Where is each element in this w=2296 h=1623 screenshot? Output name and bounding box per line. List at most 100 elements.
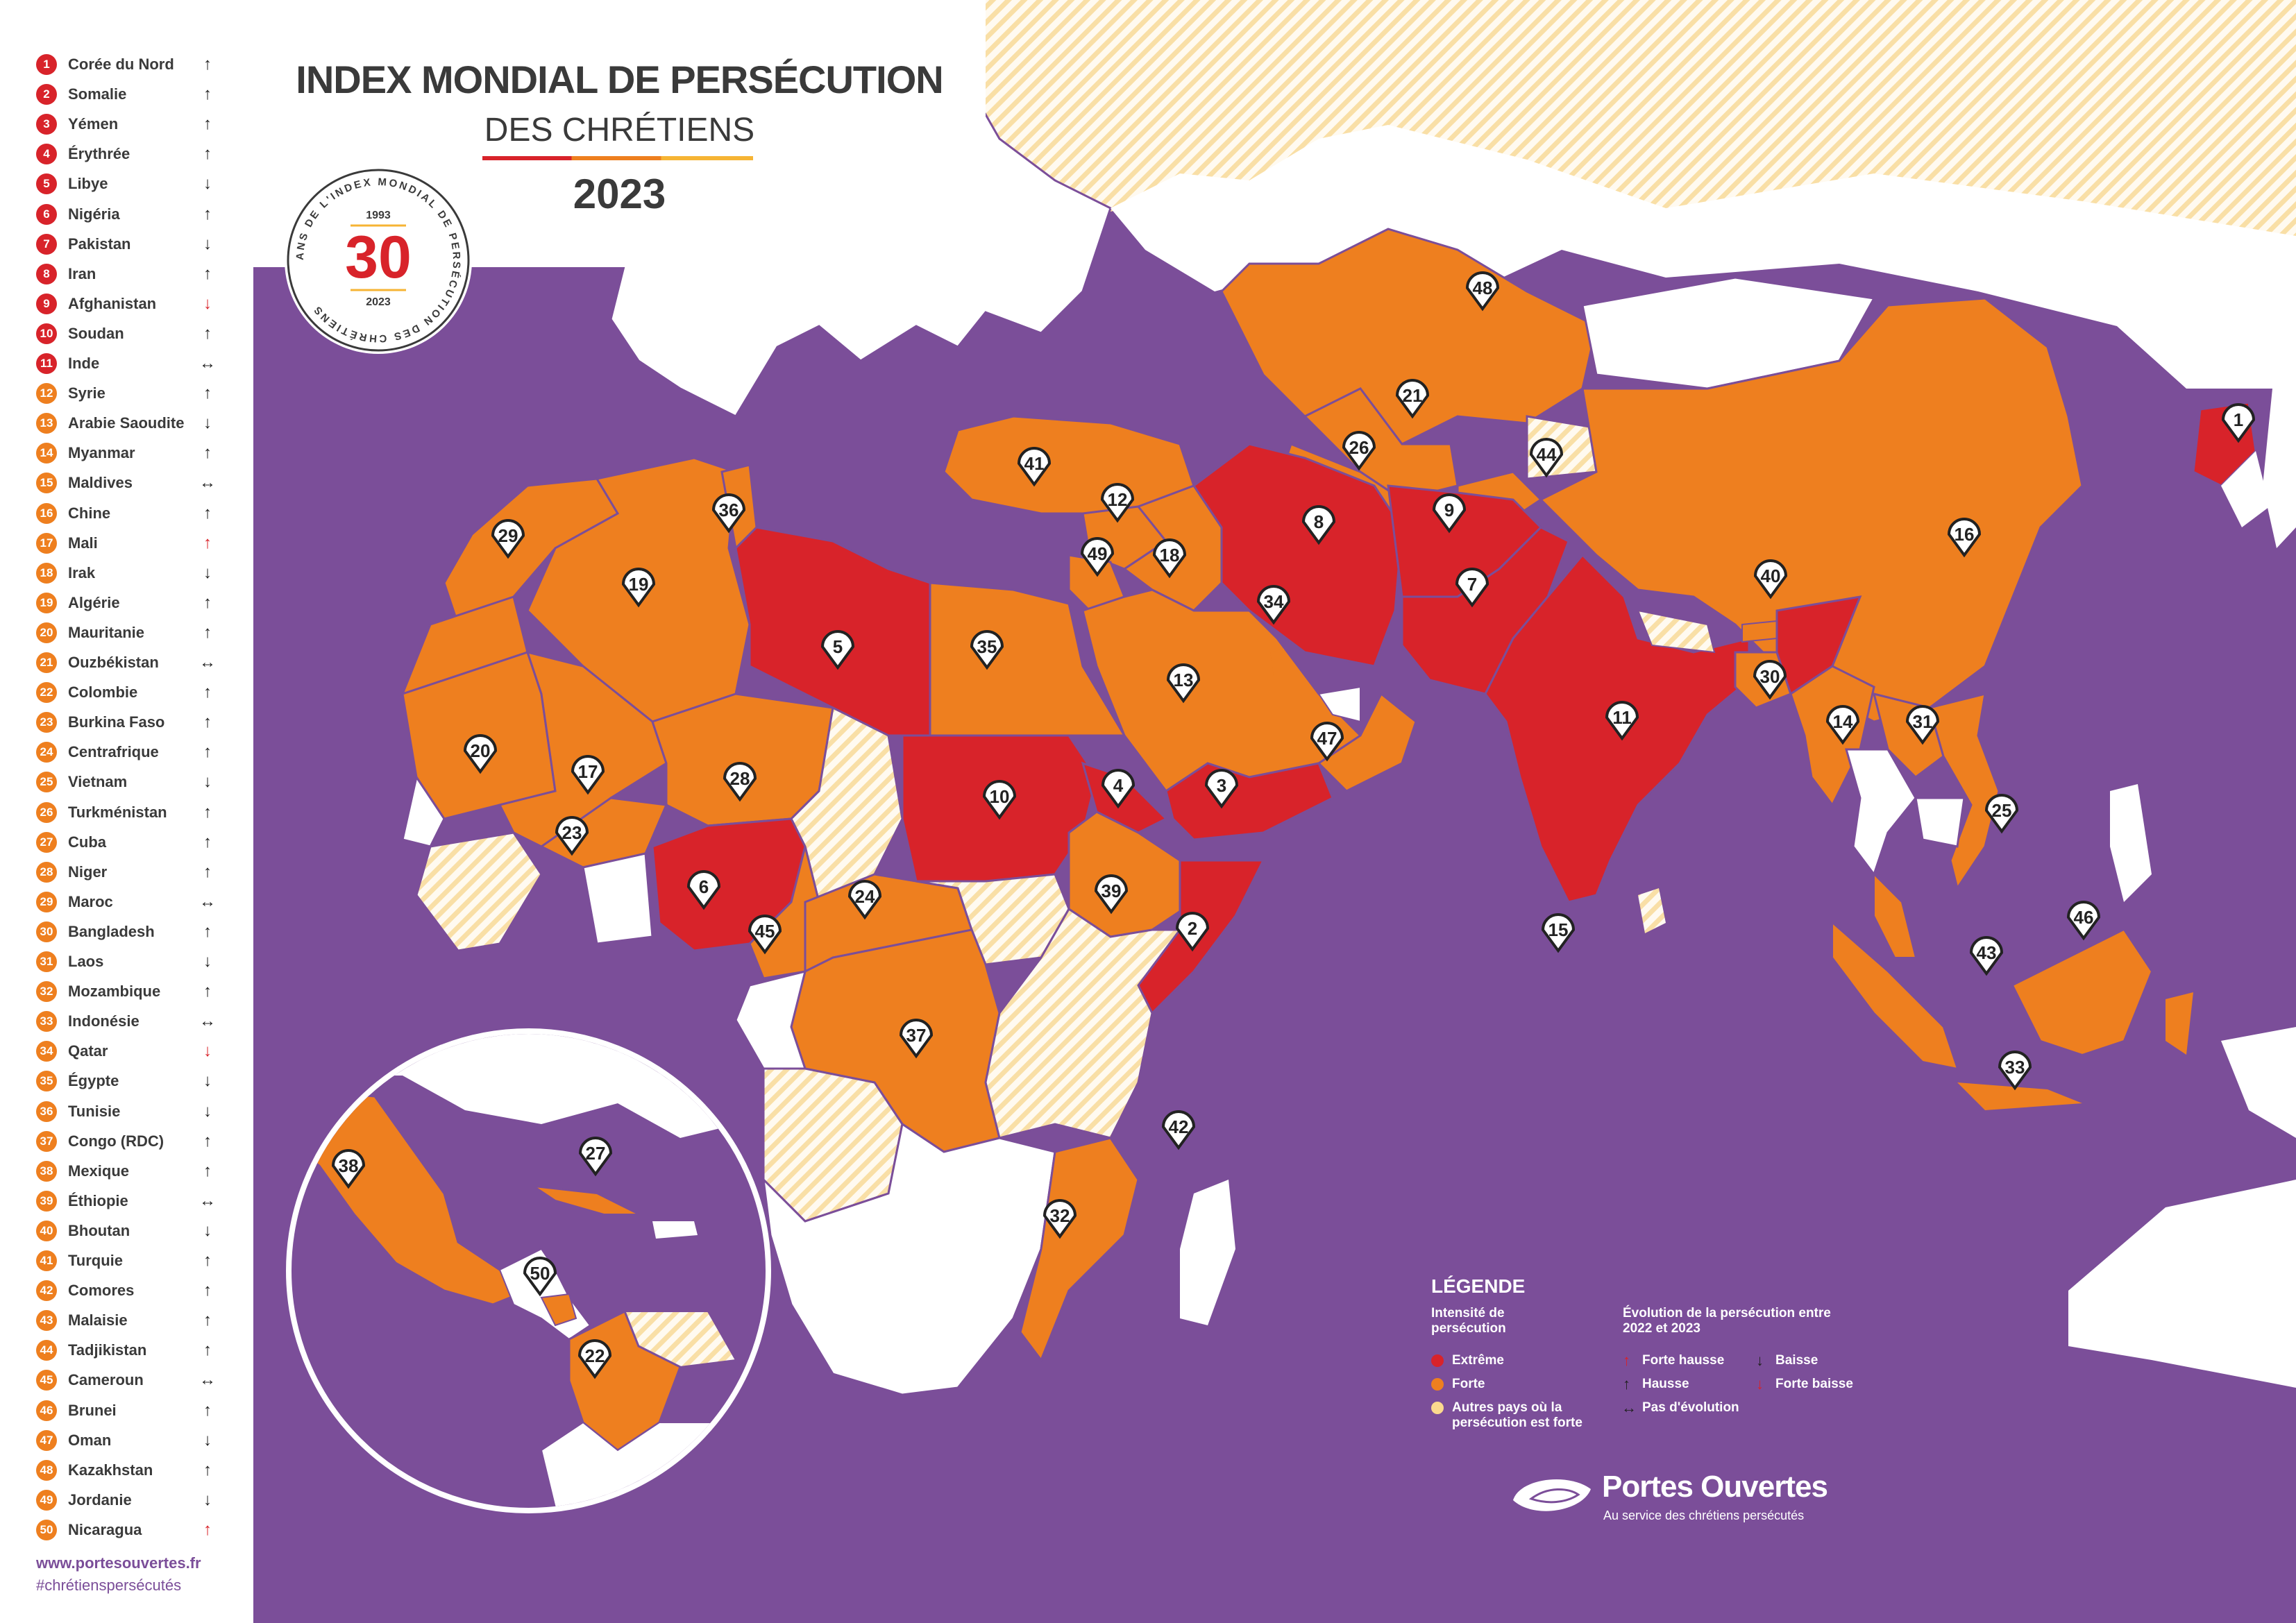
- rank-country-name: Afghanistan: [68, 294, 157, 312]
- rank-number-badge: 35: [36, 1071, 57, 1092]
- rank-country-name: Qatar: [68, 1042, 108, 1060]
- pin-5[interactable]: 5: [820, 630, 855, 670]
- east-africa: [984, 907, 1182, 1139]
- rank-country-name: Tadjikistan: [68, 1341, 147, 1359]
- pin-4[interactable]: 4: [1101, 769, 1136, 809]
- pin-43[interactable]: 43: [1969, 936, 2004, 976]
- pin-31[interactable]: 31: [1905, 705, 1940, 745]
- legend-stable: Pas d'évolution: [1642, 1400, 1739, 1415]
- rank-country-name: Mexique: [68, 1162, 130, 1180]
- ranking-row: 13 Arabie Saoudite ↓: [36, 410, 223, 438]
- pin-35[interactable]: 35: [970, 630, 1004, 670]
- rank-number-badge: 50: [36, 1519, 57, 1540]
- rank-country-name: Turkménistan: [68, 803, 167, 821]
- pin-9[interactable]: 9: [1432, 493, 1467, 534]
- ranking-row: 19 Algérie ↑: [36, 590, 223, 618]
- pin-32[interactable]: 32: [1043, 1199, 1077, 1239]
- pin-3[interactable]: 3: [1204, 769, 1239, 809]
- svg-text:3: 3: [1217, 775, 1226, 796]
- svg-text:19: 19: [629, 574, 649, 595]
- pin-14[interactable]: 14: [1825, 705, 1860, 745]
- pin-8[interactable]: 8: [1301, 505, 1336, 545]
- svg-text:34: 34: [1264, 591, 1284, 612]
- rank-country-name: Niger: [68, 863, 108, 881]
- pin-6[interactable]: 6: [686, 870, 721, 910]
- pin-40[interactable]: 40: [1753, 559, 1788, 600]
- svg-text:23: 23: [562, 822, 582, 843]
- rank-country-name: Myanmar: [68, 444, 135, 462]
- pin-11[interactable]: 11: [1605, 701, 1639, 741]
- pin-44[interactable]: 44: [1529, 438, 1564, 478]
- trend-up-icon: ↑: [203, 264, 212, 283]
- pin-34[interactable]: 34: [1256, 585, 1291, 625]
- pin-27[interactable]: 27: [578, 1137, 613, 1177]
- pin-28[interactable]: 28: [723, 762, 757, 802]
- rank-country-name: Cuba: [68, 833, 106, 851]
- svg-text:20: 20: [471, 740, 491, 761]
- ranking-row: 14 Myanmar ↑: [36, 440, 223, 468]
- ranking-row: 40 Bhoutan ↓: [36, 1218, 223, 1246]
- brand-logo[interactable]: Portes Ouvertes Au service des chrétiens…: [1506, 1470, 1828, 1532]
- pin-33[interactable]: 33: [1998, 1051, 2032, 1091]
- pin-46[interactable]: 46: [2066, 901, 2101, 941]
- pin-17[interactable]: 17: [571, 755, 605, 795]
- pin-49[interactable]: 49: [1080, 537, 1115, 577]
- pin-37[interactable]: 37: [899, 1019, 934, 1059]
- rank-number-badge: 45: [36, 1370, 57, 1391]
- pin-18[interactable]: 18: [1152, 538, 1187, 579]
- trend-up-icon: ↑: [203, 1460, 212, 1479]
- pin-2[interactable]: 2: [1175, 912, 1210, 952]
- website-url[interactable]: www.portesouvertes.fr: [36, 1554, 201, 1572]
- svg-text:48: 48: [1473, 278, 1493, 298]
- pin-48[interactable]: 48: [1465, 271, 1500, 312]
- rank-country-name: Arabie Saoudite: [68, 414, 185, 432]
- pin-20[interactable]: 20: [463, 734, 498, 774]
- pin-39[interactable]: 39: [1094, 874, 1129, 915]
- pin-36[interactable]: 36: [711, 493, 746, 534]
- rank-number-badge: 32: [36, 981, 57, 1003]
- ranking-row: 24 Centrafrique ↑: [36, 739, 223, 767]
- pin-38[interactable]: 38: [331, 1149, 366, 1189]
- brand-name: Portes Ouvertes: [1602, 1470, 1828, 1504]
- pin-13[interactable]: 13: [1166, 663, 1201, 704]
- pin-1[interactable]: 1: [2221, 403, 2256, 443]
- svg-text:13: 13: [1174, 670, 1194, 690]
- badge-number: 30: [345, 224, 412, 291]
- rank-number-badge: 47: [36, 1429, 57, 1451]
- pin-16[interactable]: 16: [1947, 518, 1982, 558]
- pin-19[interactable]: 19: [621, 568, 656, 608]
- svg-text:46: 46: [2074, 907, 2094, 928]
- badge-start-year: 1993: [366, 210, 391, 221]
- pin-10[interactable]: 10: [982, 780, 1017, 820]
- rank-country-name: Irak: [68, 563, 96, 581]
- ranking-row: 50 Nicaragua ↑: [36, 1517, 223, 1545]
- rank-number-badge: 37: [36, 1130, 57, 1152]
- madagascar: [1180, 1180, 1235, 1325]
- pin-23[interactable]: 23: [555, 816, 589, 856]
- trend-up-icon: ↑: [203, 593, 212, 612]
- pin-7[interactable]: 7: [1455, 568, 1489, 608]
- pin-22[interactable]: 22: [577, 1339, 612, 1379]
- pin-12[interactable]: 12: [1100, 483, 1135, 523]
- rank-number-badge: 14: [36, 443, 57, 464]
- rank-number-badge: 28: [36, 861, 57, 883]
- pin-29[interactable]: 29: [491, 519, 525, 559]
- pin-24[interactable]: 24: [847, 880, 882, 920]
- pin-21[interactable]: 21: [1395, 379, 1430, 419]
- pin-47[interactable]: 47: [1310, 722, 1344, 762]
- rank-number-badge: 44: [36, 1340, 57, 1361]
- ranking-row: 42 Comores ↑: [36, 1277, 223, 1305]
- pin-25[interactable]: 25: [1984, 794, 2019, 834]
- legend-strong-up: Forte hausse: [1642, 1353, 1725, 1368]
- hispaniola: [652, 1221, 698, 1239]
- trend-down-icon: ↓: [203, 952, 212, 971]
- sri-lanka: [1638, 888, 1666, 933]
- pin-30[interactable]: 30: [1753, 660, 1787, 700]
- pin-26[interactable]: 26: [1342, 431, 1376, 471]
- pin-45[interactable]: 45: [748, 915, 782, 955]
- rank-country-name: Yémen: [68, 115, 119, 133]
- pin-41[interactable]: 41: [1017, 447, 1052, 487]
- pin-15[interactable]: 15: [1541, 913, 1576, 953]
- pin-50[interactable]: 50: [523, 1257, 557, 1297]
- pin-42[interactable]: 42: [1161, 1110, 1196, 1150]
